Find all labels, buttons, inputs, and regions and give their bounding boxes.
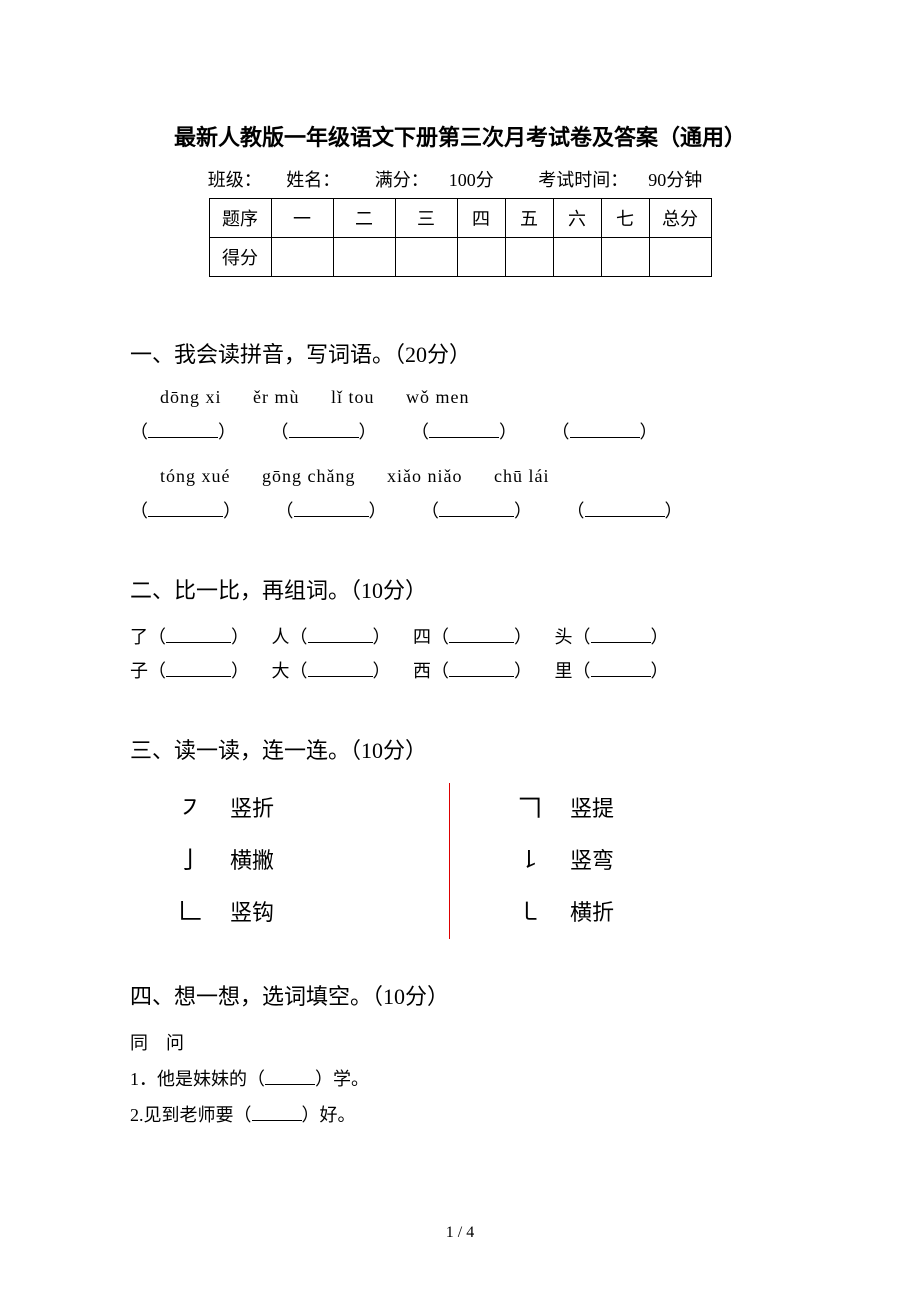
blank-group: （） <box>421 497 532 523</box>
cell-label: 得分 <box>209 238 271 277</box>
pinyin-group: xiǎo niǎo <box>387 466 462 487</box>
cell-header: 三 <box>395 199 457 238</box>
q1-blank-row: （） （） （） （） <box>130 497 790 523</box>
q4-choices: 同 问 <box>130 1029 790 1055</box>
blank-group: （） <box>271 418 377 444</box>
blank-group: （） <box>276 497 387 523</box>
q2-slot: 西（） <box>413 657 532 683</box>
stroke-name: 竖弯 <box>570 835 750 887</box>
fullscore: 满分：100分 <box>365 170 504 190</box>
stroke-glyph: ㇄ <box>490 887 570 939</box>
stroke-glyph: 𠃊 <box>150 887 230 939</box>
cell-blank <box>395 238 457 277</box>
q2-slot: 头（） <box>555 623 669 649</box>
pinyin-group: tóng xué <box>160 466 231 487</box>
q3-title: 三、读一读，连一连。（10分） <box>130 733 790 765</box>
cell-blank <box>457 238 505 277</box>
table-row: 题序 一 二 三 四 五 六 七 总分 <box>209 199 711 238</box>
cell-header: 七 <box>601 199 649 238</box>
q1-pinyin-row: tóng xué gōng chǎng xiǎo niǎo chū lái <box>160 466 790 487</box>
stroke-name: 横折 <box>570 887 750 939</box>
page-number: 1 / 4 <box>0 1224 920 1242</box>
q3-grid: ㇇ 亅 𠃊 竖折 横撇 竖钩 𠃍 ㇙ ㇄ 竖提 竖弯 横折 <box>150 783 790 939</box>
q2-title: 二、比一比，再组词。（10分） <box>130 573 790 605</box>
stroke-glyph: ㇇ <box>150 783 230 835</box>
q3-left-col: ㇇ 亅 𠃊 竖折 横撇 竖钩 <box>150 783 450 939</box>
table-row: 得分 <box>209 238 711 277</box>
q1-pinyin-row: dōng xi ěr mù lǐ tou wǒ men <box>160 387 790 408</box>
q1-title: 一、我会读拼音，写词语。（20分） <box>130 337 790 369</box>
blank-group: （） <box>552 418 658 444</box>
q4-title: 四、想一想，选词填空。（10分） <box>130 979 790 1011</box>
pinyin-group: gōng chǎng <box>262 466 355 487</box>
q4-item: 2.见到老师要（）好。 <box>130 1101 790 1127</box>
cell-blank <box>553 238 601 277</box>
cell-header: 一 <box>271 199 333 238</box>
q2-slot: 大（） <box>272 657 391 683</box>
exam-time: 考试时间：90分钟 <box>528 170 712 190</box>
q2-slot: 子（） <box>130 657 249 683</box>
q2-slot: 四（） <box>413 623 532 649</box>
cell-blank <box>505 238 553 277</box>
score-table: 题序 一 二 三 四 五 六 七 总分 得分 <box>209 198 712 277</box>
cell-header: 五 <box>505 199 553 238</box>
blank-group: （） <box>130 497 241 523</box>
doc-title: 最新人教版一年级语文下册第三次月考试卷及答案（通用） <box>130 120 790 152</box>
cell-header: 题序 <box>209 199 271 238</box>
q3-right-col: 𠃍 ㇙ ㇄ 竖提 竖弯 横折 <box>450 783 750 939</box>
name-label: 姓名： <box>286 170 340 190</box>
stroke-name: 竖提 <box>570 783 750 835</box>
q2-slot: 了（） <box>130 623 249 649</box>
q1-blank-row: （） （） （） （） <box>130 418 790 444</box>
pinyin-group: chū lái <box>494 466 549 487</box>
q4-item: 1．他是妹妹的（）学。 <box>130 1065 790 1091</box>
stroke-name: 横撇 <box>230 835 429 887</box>
cell-blank <box>333 238 395 277</box>
pinyin-group: wǒ men <box>406 387 470 408</box>
cell-blank <box>601 238 649 277</box>
cell-header: 总分 <box>649 199 711 238</box>
blank-group: （） <box>411 418 517 444</box>
cell-blank <box>649 238 711 277</box>
q2-line: 子（） 大（） 西（） 里（） <box>130 657 790 683</box>
cell-blank <box>271 238 333 277</box>
stroke-name: 竖折 <box>230 783 429 835</box>
q2-slot: 人（） <box>272 623 391 649</box>
exam-info: 班级： 姓名： 满分：100分 考试时间：90分钟 <box>130 166 790 192</box>
blank-group: （） <box>130 418 236 444</box>
cell-header: 六 <box>553 199 601 238</box>
stroke-glyph: 亅 <box>150 835 230 887</box>
cell-header: 二 <box>333 199 395 238</box>
q2-line: 了（） 人（） 四（） 头（） <box>130 623 790 649</box>
pinyin-group: ěr mù <box>253 387 299 408</box>
stroke-glyph: ㇙ <box>490 835 570 887</box>
cell-header: 四 <box>457 199 505 238</box>
pinyin-group: dōng xi <box>160 387 222 408</box>
stroke-name: 竖钩 <box>230 887 429 939</box>
blank-group: （） <box>567 497 683 523</box>
q2-slot: 里（） <box>555 657 669 683</box>
pinyin-group: lǐ tou <box>331 387 375 408</box>
stroke-glyph: 𠃍 <box>490 783 570 835</box>
class-label: 班级： <box>208 170 262 190</box>
